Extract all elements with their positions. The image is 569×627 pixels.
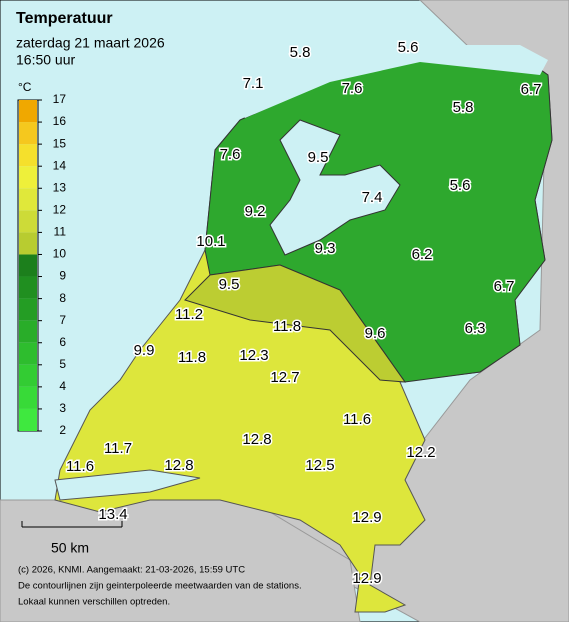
transition-zone — [184, 264, 407, 383]
scale-label: 50 km — [51, 540, 89, 556]
station-value: 11.6 — [343, 411, 371, 428]
legend-bin — [19, 122, 37, 145]
station-value: 12.2 — [406, 444, 435, 461]
legend-bin — [19, 100, 37, 123]
legend-tick-label: 12 — [53, 203, 67, 217]
station-value: 5.6 — [450, 177, 471, 194]
station-value: 12.8 — [242, 431, 271, 448]
station-value: 12.5 — [305, 457, 334, 474]
legend-bin — [19, 276, 37, 299]
legend-bin — [19, 210, 37, 233]
footer: De contourlijnen zijn geinterpoleerde me… — [18, 581, 302, 592]
station-value: 13.4 — [98, 506, 127, 523]
station-value: 6.7 — [494, 278, 515, 295]
legend-bin — [19, 386, 37, 409]
station-value: 5.6 — [398, 39, 419, 56]
legend-bin — [19, 232, 37, 255]
legend-bin — [19, 342, 37, 365]
legend-tick-label: 14 — [53, 158, 67, 172]
station-value: 11.7 — [104, 440, 132, 457]
legend-bin — [19, 188, 37, 211]
station-value: 9.3 — [315, 240, 336, 257]
westerschelde — [54, 469, 201, 501]
legend-bin — [19, 298, 37, 321]
legend-tick-label: 9 — [59, 269, 66, 283]
legend-tick-label: 8 — [59, 291, 66, 305]
title: Temperatuur — [16, 10, 113, 27]
station-value: 12.9 — [352, 509, 381, 526]
legend-tick-label: 3 — [59, 401, 66, 415]
footer: Lokaal kunnen verschillen optreden. — [18, 597, 170, 608]
legend-bin — [19, 254, 37, 277]
legend-tick-label: 2 — [59, 423, 66, 437]
station-value: 9.5 — [219, 276, 240, 293]
footer: (c) 2026, KNMI. Aangemaakt: 21-03-2026, … — [18, 565, 245, 576]
station-value: 12.3 — [239, 347, 268, 364]
legend-tick-label: 5 — [59, 357, 66, 371]
legend-tick-label: 13 — [53, 180, 67, 194]
station-value: 6.3 — [465, 320, 486, 337]
time: 16:50 uur — [16, 52, 75, 68]
station-value: 5.8 — [453, 99, 474, 116]
station-value: 7.1 — [243, 75, 264, 92]
station-value: 12.9 — [352, 570, 381, 587]
station-value: 11.6 — [66, 458, 94, 475]
station-value: 6.2 — [412, 246, 433, 263]
station-value: 11.8 — [273, 318, 301, 335]
station-value: 9.5 — [308, 149, 329, 166]
legend-tick-label: 10 — [53, 247, 67, 261]
unit: °C — [18, 80, 32, 94]
legend-bin — [19, 166, 37, 189]
station-value: 6.7 — [521, 81, 542, 98]
ijsselmeer — [269, 119, 401, 256]
date: zaterdag 21 maart 2026 — [16, 35, 165, 51]
legend-tick-label: 15 — [53, 136, 67, 150]
legend-tick-label: 7 — [59, 313, 66, 327]
station-value: 9.2 — [245, 203, 266, 220]
station-value: 7.4 — [362, 189, 383, 206]
station-value: 10.1 — [196, 233, 225, 250]
station-value: 5.8 — [290, 44, 311, 61]
station-value: 7.6 — [342, 80, 363, 97]
legend-tick-label: 4 — [59, 379, 66, 393]
legend-tick-label: 17 — [53, 92, 67, 106]
legend-bin — [19, 320, 37, 343]
waddenzee — [225, 45, 548, 118]
legend-tick-label: 6 — [59, 335, 66, 349]
legend-bin — [19, 144, 37, 167]
station-value: 11.2 — [175, 306, 203, 323]
station-value: 9.6 — [365, 325, 386, 342]
station-value: 12.7 — [270, 369, 299, 386]
legend-bin — [19, 364, 37, 387]
legend-tick-label: 16 — [53, 114, 67, 128]
legend-bin — [19, 408, 37, 431]
station-value: 12.8 — [164, 457, 193, 474]
station-value: 11.8 — [178, 349, 206, 366]
station-value: 9.9 — [134, 342, 155, 359]
station-value: 7.6 — [220, 146, 241, 163]
legend-tick-label: 11 — [54, 225, 67, 239]
